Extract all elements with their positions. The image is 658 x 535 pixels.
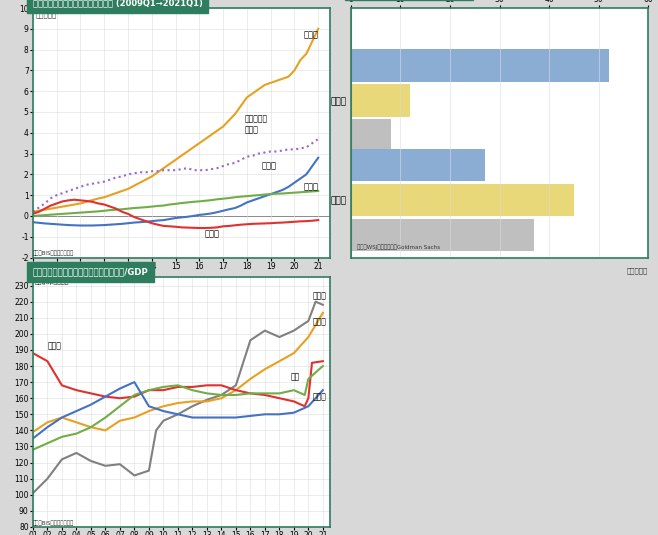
Text: 中　国: 中 国 xyxy=(313,292,326,301)
Text: 図表９：主要国民間非金融部門債務残高/GDP: 図表９：主要国民間非金融部門債務残高/GDP xyxy=(33,268,149,277)
Text: 出所：BIS、武者リサーチ: 出所：BIS、武者リサーチ xyxy=(33,251,74,256)
Text: （兆ドル）: （兆ドル） xyxy=(36,11,57,18)
Text: 韓　国: 韓 国 xyxy=(313,317,326,326)
Text: （兆ドル）: （兆ドル） xyxy=(627,268,648,274)
Bar xyxy=(351,184,574,216)
Bar xyxy=(351,119,391,151)
Text: 米　国: 米 国 xyxy=(313,393,326,402)
Text: 中国を除く
新興国: 中国を除く 新興国 xyxy=(245,114,268,135)
Bar xyxy=(351,49,609,82)
Text: 欧州: 欧州 xyxy=(291,372,300,381)
Bar xyxy=(351,219,534,251)
Text: （対gdp比、％）: （対gdp比、％） xyxy=(34,279,69,285)
Text: 出所：BIS、武者リサーチ: 出所：BIS、武者リサーチ xyxy=(33,521,74,526)
Text: 米　国: 米 国 xyxy=(261,161,276,170)
Text: 出所：WSJ、元データ：Goldman Sachs: 出所：WSJ、元データ：Goldman Sachs xyxy=(357,244,440,250)
Bar xyxy=(351,84,411,117)
Text: 図表７：米中韓日の家計債務の変化 (2009Q1→2021Q1): 図表７：米中韓日の家計債務の変化 (2009Q1→2021Q1) xyxy=(33,0,203,7)
Text: 韓　国: 韓 国 xyxy=(304,182,319,191)
Text: 日　本: 日 本 xyxy=(47,341,61,350)
Text: 中　国: 中 国 xyxy=(304,30,319,39)
Bar xyxy=(351,149,485,181)
Text: 日　本: 日 本 xyxy=(204,230,219,239)
